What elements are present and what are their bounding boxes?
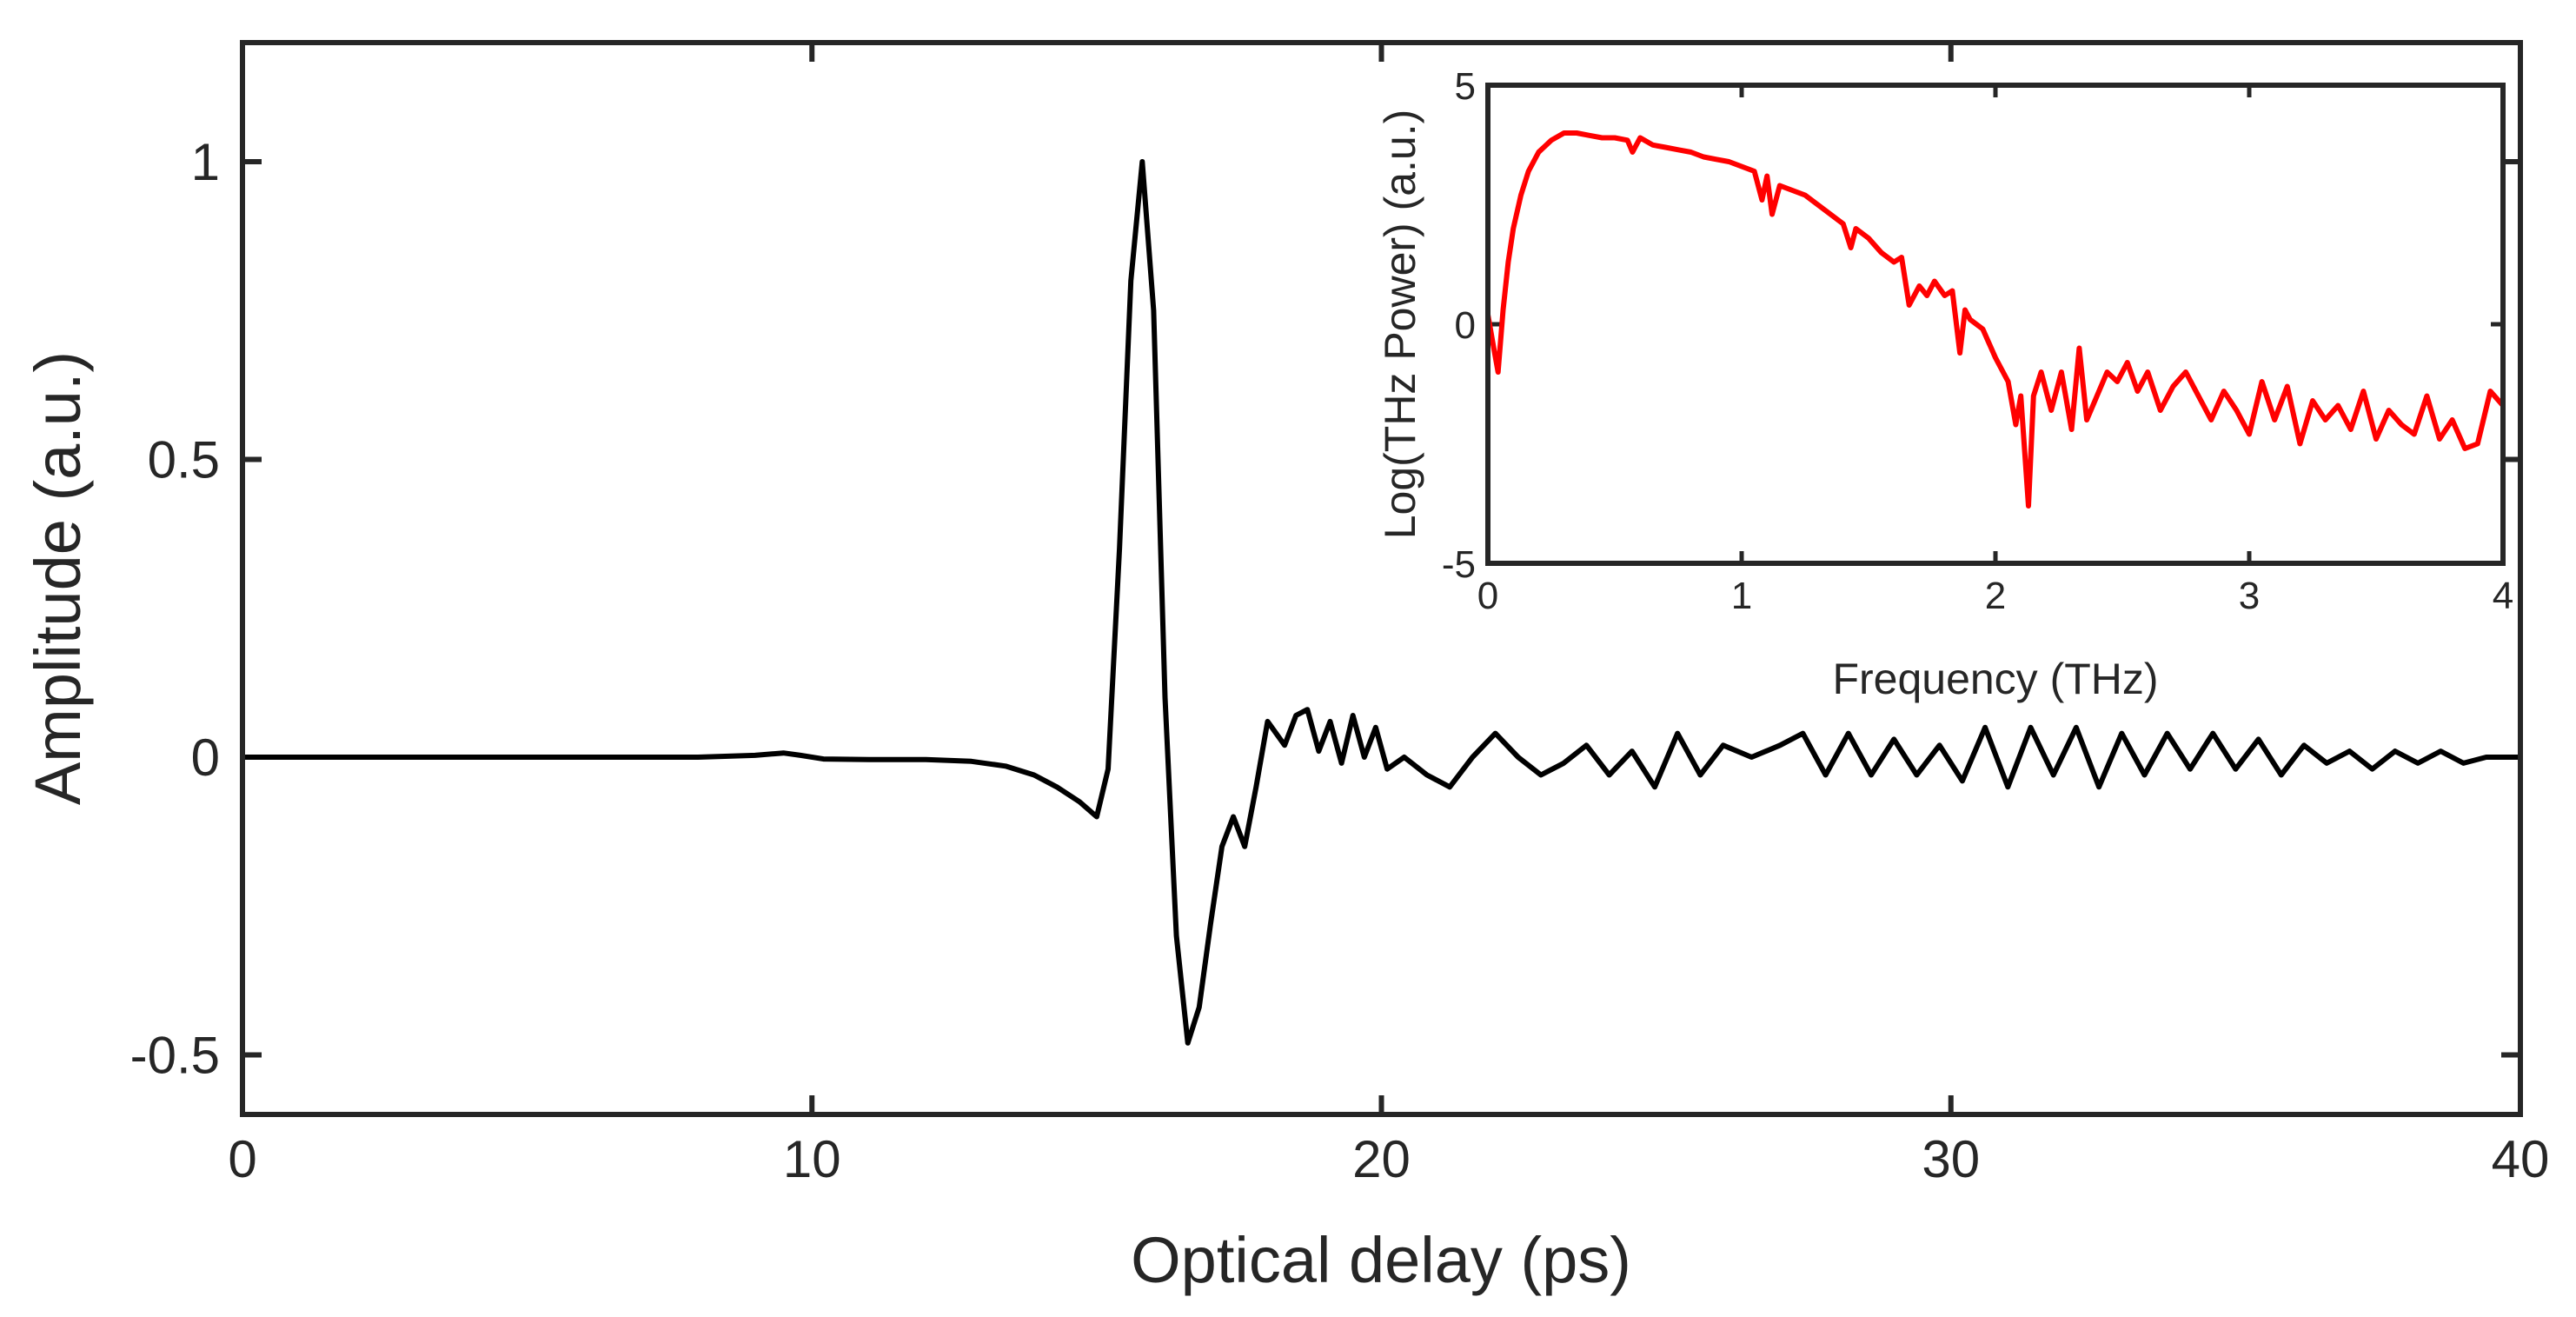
main-x-axis-label: Optical delay (ps) [1131, 1224, 1631, 1296]
inset-ytick-label-2: 5 [1455, 65, 1476, 108]
main-xtick-label-0: 0 [228, 1130, 256, 1188]
inset-xtick-label-0: 0 [1477, 575, 1498, 617]
main-ticks: 0 10 20 30 40-0.500.51 [130, 43, 2550, 1188]
main-xtick-label-1: 10 [783, 1130, 841, 1188]
main-ytick-label-1: 0 [191, 728, 220, 787]
inset-y-axis-label: Log(THz Power) (a.u.) [1376, 110, 1424, 540]
main-ytick-label-3: 1 [191, 133, 220, 191]
inset-xtick-label-4: 4 [2493, 575, 2513, 617]
inset-ytick-label-1: 0 [1455, 304, 1476, 347]
inset-ytick-label-0: -5 [1442, 543, 1476, 586]
main-ytick-label-0: -0.5 [130, 1027, 220, 1085]
inset-xtick-label-1: 1 [1731, 575, 1752, 617]
main-y-axis-label: Amplitude (a.u.) [22, 351, 94, 805]
main-series-line [240, 159, 2523, 1046]
inset-chart: 0 1 2 3 4-505 Frequency (THz) Log(THz Power)… [1376, 65, 2513, 703]
main-xtick-label-3: 30 [1922, 1130, 1980, 1188]
inset-background [1488, 85, 2503, 563]
inset-xtick-label-3: 3 [2239, 575, 2260, 617]
main-ytick-label-2: 0.5 [148, 431, 220, 489]
main-plot-frame [240, 40, 2523, 1117]
main-xtick-label-2: 20 [1352, 1130, 1411, 1188]
main-chart: 0 10 20 30 40-0.500.51 Optical delay (ps) Am… [22, 40, 2550, 1296]
main-xtick-label-4: 40 [2492, 1130, 2550, 1188]
inset-xtick-label-2: 2 [1985, 575, 2006, 617]
inset-series-line [1485, 130, 2506, 509]
inset-x-axis-label: Frequency (THz) [1832, 655, 2158, 703]
inset-plot-frame [1485, 83, 2506, 566]
